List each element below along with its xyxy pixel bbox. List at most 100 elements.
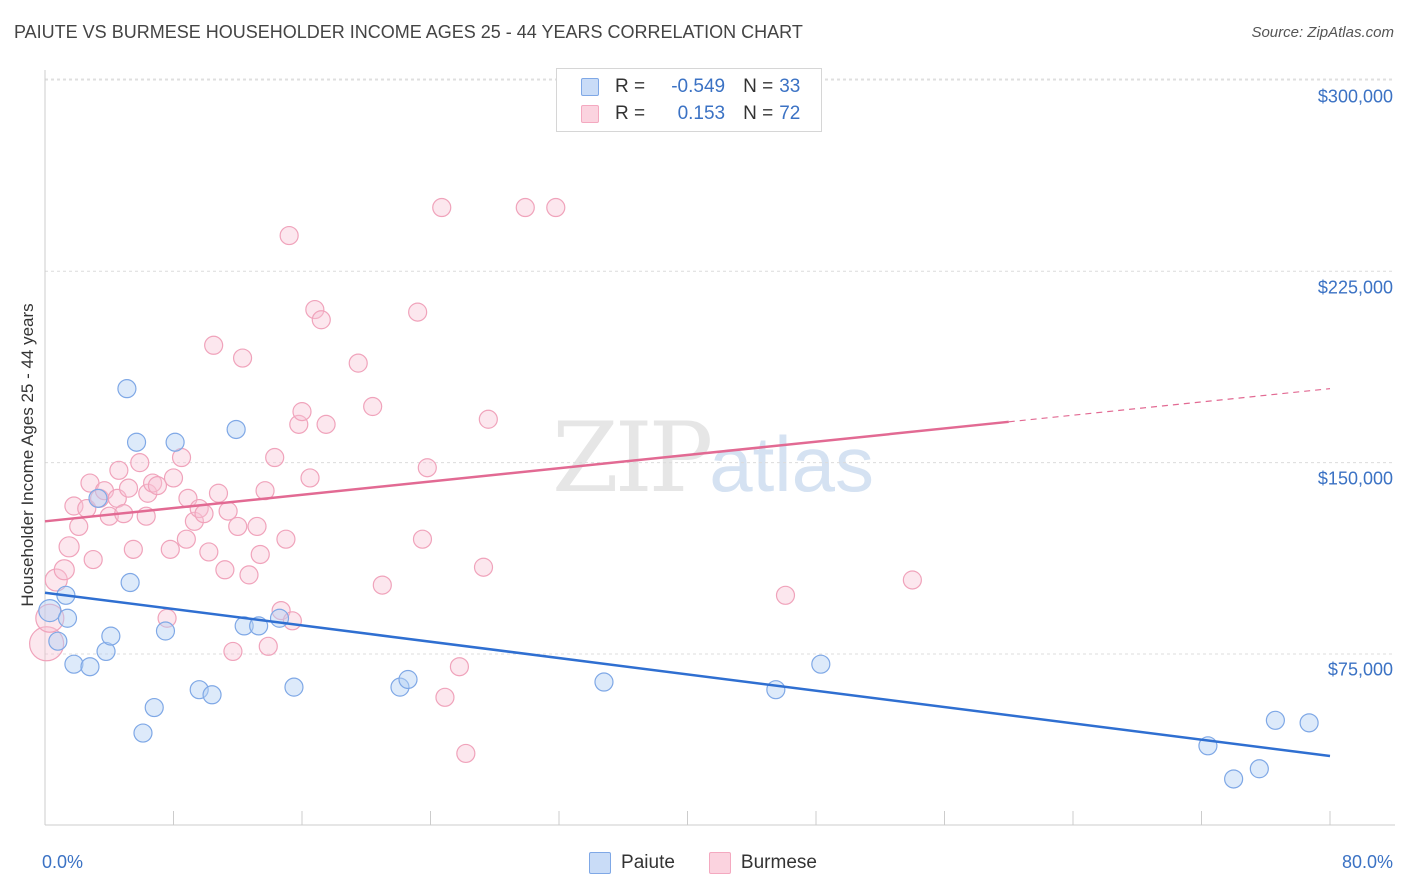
paiute-point [48, 631, 68, 651]
paiute-point [88, 488, 108, 508]
paiute-point [101, 626, 121, 646]
x-tick-label-max: 80.0% [1341, 852, 1393, 872]
r-value-paiute: -0.549 [671, 76, 726, 97]
burmese-point [130, 453, 150, 473]
burmese-point [305, 299, 325, 320]
paiute-point [96, 641, 116, 662]
n-label: N = [743, 103, 774, 124]
burmese-point [265, 447, 285, 468]
burmese-point [363, 396, 383, 417]
paiute-point [226, 419, 246, 440]
burmese-point [473, 557, 494, 577]
burmese-point [163, 468, 184, 488]
paiute-point [155, 621, 176, 641]
paiute-point [57, 608, 78, 628]
n-value-paiute: 33 [779, 76, 801, 97]
burmese-point [199, 542, 219, 562]
burmese-point [348, 353, 368, 373]
burmese-point [83, 549, 103, 570]
burmese-point [176, 529, 196, 549]
legend-item-burmese[interactable]: Burmese [708, 852, 817, 874]
y-tick-label-300000: $300,000 [1317, 86, 1393, 107]
legend-swatch-burmese [708, 852, 731, 874]
chart-title: PAIUTE VS BURMESE HOUSEHOLDER INCOME AGE… [14, 22, 803, 42]
burmese-point [232, 348, 253, 368]
r-label: R = [615, 103, 646, 124]
burmese-point [412, 529, 433, 549]
burmese-point [44, 568, 68, 592]
paiute-point [126, 432, 147, 452]
paiute-swatch [581, 78, 599, 96]
paiute-point [284, 677, 304, 697]
burmese-point [316, 414, 336, 434]
burmese-point [250, 544, 270, 565]
burmese-point [147, 475, 168, 496]
burmese-point [184, 511, 204, 531]
legend: Paiute Burmese [0, 852, 1406, 874]
burmese-point [279, 225, 299, 246]
paiute-point [117, 379, 137, 399]
paiute-point [811, 654, 831, 674]
burmese-point [58, 536, 80, 558]
paiute-point [189, 680, 209, 700]
burmese-point [109, 460, 129, 480]
r-label: R = [615, 76, 646, 97]
paiute-point [80, 657, 100, 677]
burmese-point [194, 504, 214, 524]
watermark: ZIPatlas [552, 402, 874, 514]
burmese-point [311, 310, 331, 330]
burmese-point [417, 458, 437, 478]
burmese-swatch [581, 105, 599, 123]
paiute-point [202, 685, 222, 705]
x-tick-label-min: 0.0% [42, 852, 84, 872]
burmese-point [239, 565, 259, 585]
y-tick-label-75000: $75,000 [1327, 659, 1393, 680]
legend-swatch-paiute [589, 852, 612, 874]
burmese-trend-extension [1008, 388, 1331, 423]
burmese-point [215, 560, 235, 580]
burmese-point [218, 501, 238, 521]
paiute-trend-line [44, 591, 1331, 758]
paiute-point [390, 677, 410, 697]
burmese-point [258, 636, 278, 656]
burmese-point [902, 570, 922, 590]
burmese-point [123, 539, 143, 559]
paiute-point [120, 572, 140, 593]
legend-label-burmese: Burmese [740, 852, 817, 873]
paiute-point [1299, 713, 1319, 733]
n-value-burmese: 72 [779, 103, 801, 124]
burmese-point [35, 603, 65, 633]
paiute-point [594, 672, 614, 692]
burmese-point [247, 516, 267, 537]
burmese-point [372, 575, 392, 595]
chart-source: Source: ZipAtlas.com [1251, 24, 1394, 41]
burmese-point [546, 197, 566, 218]
r-value-burmese: 0.153 [677, 103, 726, 124]
legend-item-paiute[interactable]: Paiute [589, 852, 675, 874]
paiute-point [1265, 710, 1285, 730]
watermark-atlas: atlas [709, 420, 874, 508]
burmese-point [292, 402, 312, 422]
paiute-point [144, 697, 164, 718]
y-tick-label-225000: $225,000 [1317, 277, 1393, 298]
paiute-point [165, 432, 185, 452]
paiute-point [38, 598, 62, 623]
paiute-point [1249, 759, 1269, 779]
n-label: N = [743, 76, 774, 97]
paiute-point [64, 654, 84, 674]
burmese-point [300, 468, 320, 488]
burmese-point [289, 414, 309, 434]
burmese-point [118, 478, 139, 498]
paiute-point [133, 723, 153, 743]
burmese-point [775, 585, 796, 605]
burmese-point [432, 197, 452, 218]
paiute-point [766, 680, 786, 700]
burmese-point [515, 197, 535, 218]
paiute-point [1224, 769, 1244, 789]
burmese-point [138, 483, 158, 503]
burmese-point [478, 409, 498, 429]
stats-row-burmese: R = 0.153 N = 72 [581, 102, 800, 126]
burmese-point [276, 529, 296, 549]
burmese-point [435, 687, 455, 707]
legend-label-paiute: Paiute [621, 852, 675, 873]
